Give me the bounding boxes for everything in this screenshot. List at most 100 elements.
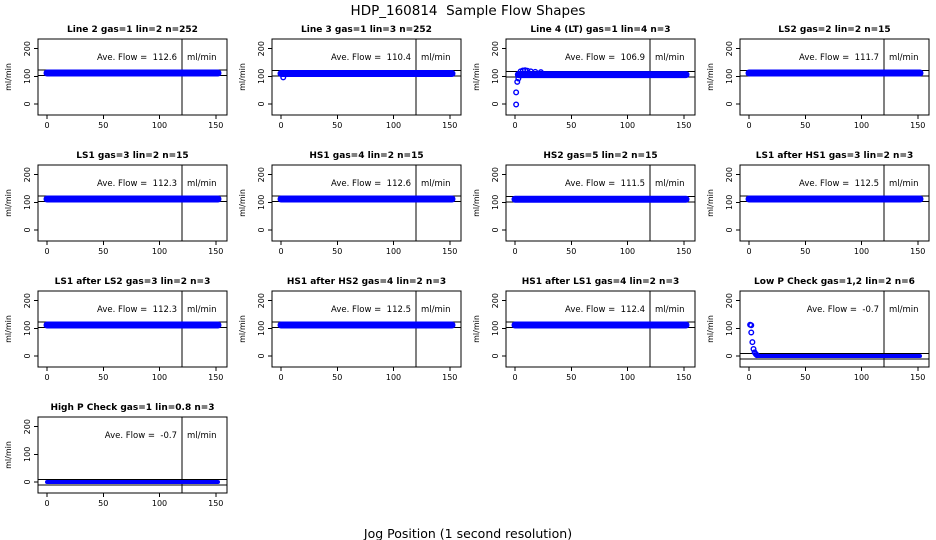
outlier-point [514,78,521,85]
x-tick-label: 0 [278,373,283,382]
flow-panel: LS2 gas=2 lin=2 n=15 0 50 100 150 0 100 200 ml/m… [706,25,930,130]
y-axis-title: ml/min [4,63,13,91]
x-tick-label: 0 [44,121,49,130]
plot-box [37,416,228,494]
ave-flow-unit: ml/min [889,53,919,63]
plot-box [37,38,228,116]
ave-flow-value: Ave. Flow = 110.4 [331,53,411,63]
main-title: HDP_160814 Sample Flow Shapes [350,3,586,19]
y-tick-label: 100 [23,321,32,336]
plot-box [37,164,228,242]
x-tick-label: 150 [442,121,457,130]
x-tick-label: 50 [332,247,342,256]
x-tick-label: 100 [620,121,635,130]
ave-flow-unit: ml/min [655,53,685,63]
y-axis-title: ml/min [706,189,715,217]
ave-flow-unit: ml/min [889,305,919,315]
plot-box [271,164,462,242]
flow-panel: LS1 gas=3 lin=2 n=15 0 50 100 150 0 100 200 ml/m… [4,151,228,256]
y-axis-title: ml/min [238,189,247,217]
plot-box [505,164,696,242]
y-tick-label: 0 [23,101,32,106]
y-axis-title: ml/min [4,441,13,469]
panel-title: LS1 after HS1 gas=3 lin=2 n=3 [756,151,914,161]
ave-flow-value: Ave. Flow = 112.5 [331,305,411,315]
ave-flow-value: Ave. Flow = -0.7 [105,431,177,441]
plot-box [739,290,930,368]
x-tick-label: 100 [386,247,401,256]
flow-panel: HS1 gas=4 lin=2 n=15 0 50 100 150 0 100 200 ml/m… [238,151,462,256]
ave-flow-unit: ml/min [889,179,919,189]
outlier-point [532,68,539,75]
ave-flow-unit: ml/min [421,53,451,63]
x-tick-label: 150 [208,247,223,256]
y-tick-label: 0 [725,101,734,106]
x-tick-label: 50 [332,121,342,130]
y-tick-label: 0 [23,227,32,232]
y-tick-label: 0 [23,479,32,484]
x-tick-label: 0 [278,247,283,256]
flow-panel: Line 4 (LT) gas=1 lin=4 n=3 0 50 100 150 0 100… [472,25,696,130]
outlier-point [280,74,287,81]
flow-panel: High P Check gas=1 lin=0.8 n=3 0 50 100 150 0… [4,403,228,508]
x-tick-label: 150 [442,247,457,256]
x-tick-label: 150 [676,247,691,256]
x-tick-label: 0 [44,247,49,256]
panel-title: HS1 gas=4 lin=2 n=15 [309,151,423,161]
y-tick-label: 200 [23,167,32,182]
x-tick-label: 0 [746,247,751,256]
y-tick-label: 0 [725,353,734,358]
y-tick-label: 0 [725,227,734,232]
x-tick-label: 100 [854,247,869,256]
ave-flow-value: Ave. Flow = 112.3 [97,305,177,315]
flow-panel: LS1 after HS1 gas=3 lin=2 n=3 0 50 100 150 0 1… [706,151,930,256]
y-tick-label: 200 [725,167,734,182]
outlier-point [515,75,522,82]
plot-box [37,290,228,368]
ave-flow-value: Ave. Flow = 111.7 [799,53,879,63]
y-axis-title: ml/min [472,315,481,343]
y-tick-label: 200 [725,293,734,308]
y-tick-label: 100 [23,69,32,84]
x-tick-label: 100 [854,121,869,130]
y-tick-label: 200 [491,167,500,182]
y-axis-title: ml/min [472,63,481,91]
x-tick-label: 0 [512,373,517,382]
y-axis-title: ml/min [706,315,715,343]
x-tick-label: 100 [152,499,167,508]
y-tick-label: 100 [257,321,266,336]
x-tick-label: 0 [746,373,751,382]
plot-box [505,38,696,116]
y-tick-label: 100 [725,69,734,84]
x-tick-label: 50 [800,247,810,256]
ave-flow-unit: ml/min [421,179,451,189]
plot-box [739,38,930,116]
y-tick-label: 200 [23,419,32,434]
flow-panel: LS1 after LS2 gas=3 lin=2 n=3 0 50 100 150 0 1… [4,277,228,382]
x-tick-label: 50 [98,373,108,382]
outlier-point [748,329,755,336]
x-tick-label: 100 [152,373,167,382]
x-tick-label: 50 [566,373,576,382]
y-tick-label: 100 [23,195,32,210]
x-axis-label: Jog Position (1 second resolution) [363,526,573,540]
panel-grid: Line 2 gas=1 lin=2 n=252 0 50 100 150 0 100 200… [0,20,936,524]
x-tick-label: 150 [442,373,457,382]
x-tick-label: 50 [800,121,810,130]
x-tick-label: 0 [746,121,751,130]
x-tick-label: 0 [512,247,517,256]
outlier-point [537,69,544,76]
ave-flow-value: Ave. Flow = 112.6 [331,179,411,189]
ave-flow-unit: ml/min [187,431,217,441]
y-tick-label: 0 [257,101,266,106]
outlier-point [748,322,755,329]
y-axis-title: ml/min [4,315,13,343]
x-tick-label: 50 [800,373,810,382]
x-tick-label: 100 [152,121,167,130]
x-tick-label: 100 [620,373,635,382]
flow-panel: HS2 gas=5 lin=2 n=15 0 50 100 150 0 100 200 ml/m… [472,151,696,256]
flow-panel: Line 3 gas=1 lin=3 n=252 0 50 100 150 0 100 200… [238,25,462,130]
ave-flow-value: Ave. Flow = 112.4 [565,305,645,315]
x-tick-label: 100 [152,247,167,256]
